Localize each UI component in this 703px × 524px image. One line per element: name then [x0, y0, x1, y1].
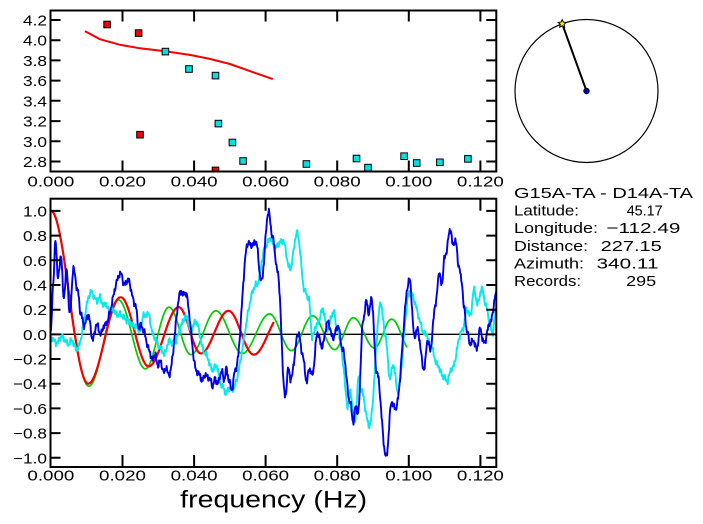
svg-text:0.060: 0.060: [242, 174, 289, 191]
svg-text:G15A-TA - D14A-TA: G15A-TA - D14A-TA: [514, 185, 693, 202]
svg-text:0.080: 0.080: [314, 468, 361, 485]
svg-text:0.000: 0.000: [27, 468, 74, 485]
svg-text:0.6: 0.6: [23, 253, 47, 270]
svg-text:227.15: 227.15: [601, 238, 662, 255]
svg-text:frequency (Hz): frequency (Hz): [180, 487, 367, 514]
svg-text:0.020: 0.020: [99, 174, 146, 191]
svg-text:0.040: 0.040: [171, 468, 218, 485]
svg-text:3.4: 3.4: [23, 93, 47, 110]
svg-text:1.0: 1.0: [23, 203, 47, 220]
svg-text:0.100: 0.100: [385, 174, 432, 191]
svg-text:−0.4: −0.4: [13, 376, 47, 393]
svg-text:4.2: 4.2: [23, 13, 47, 30]
svg-text:−112.49: −112.49: [606, 220, 680, 237]
svg-text:2.8: 2.8: [23, 154, 47, 171]
svg-text:3.6: 3.6: [23, 73, 47, 90]
svg-text:−0.2: −0.2: [13, 352, 47, 369]
svg-text:Azimuth:: Azimuth:: [514, 255, 584, 272]
svg-text:Distance:: Distance:: [514, 238, 588, 255]
svg-text:3.0: 3.0: [23, 134, 47, 151]
svg-text:295: 295: [626, 273, 656, 290]
svg-text:0.000: 0.000: [27, 174, 74, 191]
svg-text:0.100: 0.100: [385, 468, 432, 485]
svg-text:−0.8: −0.8: [13, 426, 47, 443]
svg-text:3.8: 3.8: [23, 53, 47, 70]
svg-text:340.11: 340.11: [597, 255, 659, 272]
svg-text:−0.6: −0.6: [13, 401, 47, 418]
svg-text:Records:: Records:: [514, 273, 581, 290]
svg-text:0.120: 0.120: [457, 468, 504, 485]
svg-text:0.020: 0.020: [99, 468, 146, 485]
svg-text:0.120: 0.120: [457, 174, 504, 191]
svg-text:0.040: 0.040: [171, 174, 218, 191]
svg-text:0.080: 0.080: [314, 174, 361, 191]
svg-text:0.060: 0.060: [242, 468, 289, 485]
svg-text:0.0: 0.0: [23, 327, 47, 344]
svg-text:45.17: 45.17: [627, 202, 663, 219]
svg-text:−1.0: −1.0: [13, 450, 47, 467]
svg-text:0.4: 0.4: [23, 278, 47, 295]
svg-text:0.2: 0.2: [23, 302, 47, 319]
svg-text:0.8: 0.8: [23, 228, 47, 245]
svg-text:4.0: 4.0: [23, 33, 47, 50]
svg-text:3.2: 3.2: [23, 114, 47, 131]
svg-text:Latitude:: Latitude:: [514, 202, 579, 219]
svg-text:Longitude:: Longitude:: [514, 220, 598, 237]
